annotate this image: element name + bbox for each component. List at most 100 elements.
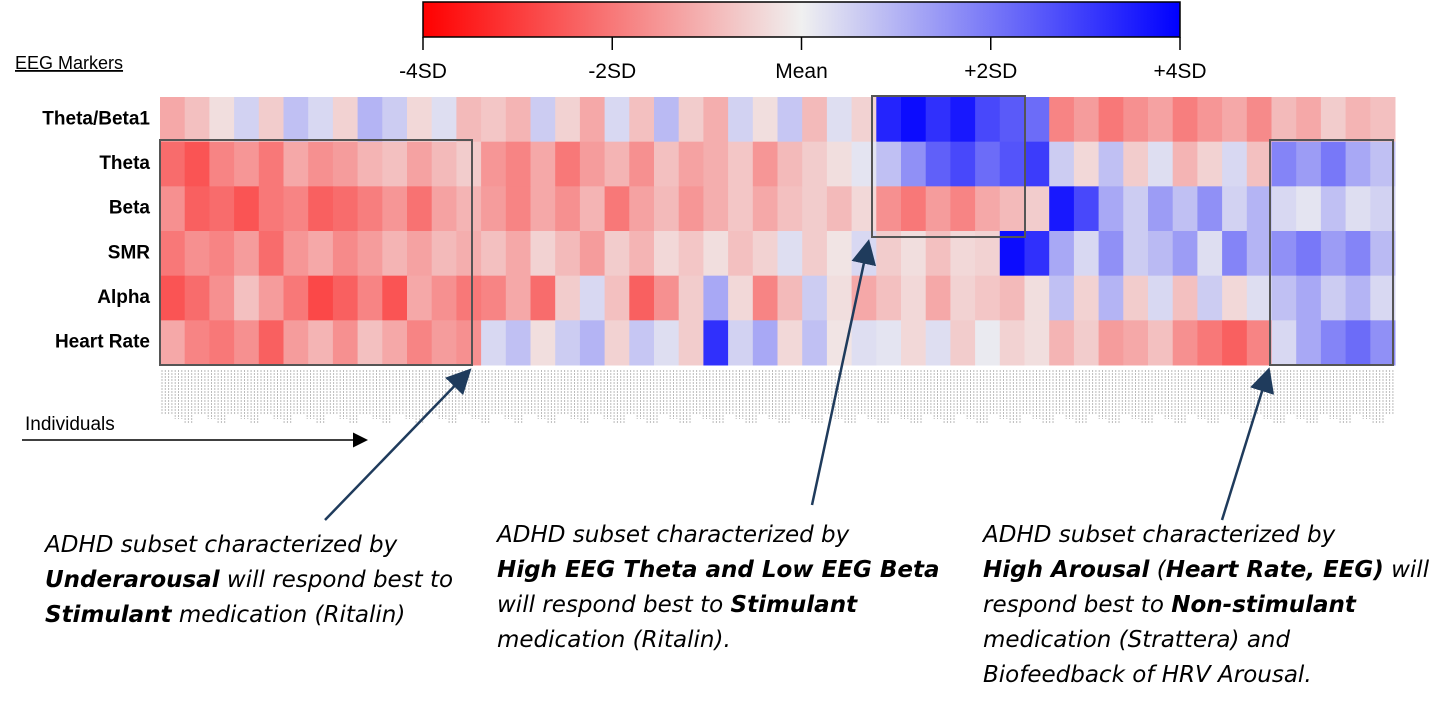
heatmap-cell [703, 97, 729, 143]
heatmap-cell [950, 231, 976, 277]
heatmap-cell [382, 141, 408, 187]
heatmap-cell [826, 186, 853, 232]
heatmap-cell [1049, 320, 1075, 366]
heatmap-cell [654, 186, 680, 232]
heatmap-cell [431, 320, 457, 366]
heatmap-cell [258, 97, 284, 143]
heatmap-cell [382, 275, 408, 321]
heatmap-cell [1370, 231, 1396, 277]
heatmap-cell [901, 186, 927, 232]
heatmap-cell [999, 231, 1025, 277]
heatmap-cell [876, 320, 902, 366]
heatmap-cell [530, 186, 556, 232]
heatmap-cell [308, 320, 334, 366]
heatmap-cell [234, 231, 260, 277]
heatmap-cell [407, 186, 433, 232]
heatmap-cell [728, 141, 754, 187]
heatmap-cell [826, 275, 853, 321]
heatmap-cell [431, 231, 457, 277]
heatmap-cell [1073, 231, 1100, 277]
heatmap-cell [1148, 186, 1174, 232]
heatmap-cell [456, 186, 482, 232]
heatmap-cell [357, 97, 383, 143]
heatmap-cell [160, 141, 186, 187]
heatmap-cell [530, 231, 556, 277]
heatmap-cell [1271, 141, 1297, 187]
heatmap-cell [184, 320, 210, 366]
heatmap-cell [678, 186, 704, 232]
annotation-line: ADHD subset characterized by [497, 518, 940, 553]
heatmap-cell [752, 97, 778, 143]
heatmap-cell [777, 275, 803, 321]
heatmap-cell [357, 275, 383, 321]
heatmap-cell [1296, 231, 1322, 277]
heatmap-cell [950, 141, 976, 187]
heatmap-cell [1222, 141, 1248, 187]
heatmap-cell [308, 97, 334, 143]
heatmap-cell [1049, 97, 1075, 143]
heatmap-cell [604, 141, 630, 187]
annotation: ADHD subset characterized by Underarousal… [45, 528, 453, 633]
heatmap-cell [530, 97, 556, 143]
heatmap-cell [1197, 186, 1223, 232]
annotation-text: medication (Ritalin) [171, 602, 406, 628]
heatmap-cell [1098, 275, 1124, 321]
heatmap-cell [1172, 97, 1198, 143]
heatmap-cell [1148, 97, 1174, 143]
heatmap-cell [209, 231, 235, 277]
heatmap-cell [357, 186, 383, 232]
heatmap-cell [258, 231, 284, 277]
heatmap-cell [728, 186, 754, 232]
heatmap [160, 97, 1396, 366]
heatmap-cell [925, 186, 951, 232]
heatmap-cell [876, 275, 902, 321]
heatmap-cell [332, 320, 359, 366]
heatmap-cell [382, 186, 408, 232]
heatmap-cell [1197, 320, 1223, 366]
heatmap-cell [1197, 141, 1223, 187]
heatmap-cell [1320, 141, 1347, 187]
heatmap-cell [431, 141, 457, 187]
heatmap-cell [851, 320, 877, 366]
heatmap-cell [332, 97, 359, 143]
heatmap-cell [752, 275, 778, 321]
heatmap-cell [1296, 320, 1322, 366]
heatmap-cell [1246, 97, 1272, 143]
heatmap-cell [950, 275, 976, 321]
heatmap-cell [308, 231, 334, 277]
heatmap-cell [160, 275, 186, 321]
heatmap-cell [1148, 320, 1174, 366]
heatmap-cell [1345, 275, 1371, 321]
annotation-line: ADHD subset characterized by [983, 518, 1429, 553]
heatmap-cell [728, 231, 754, 277]
heatmap-cell [1098, 97, 1124, 143]
heatmap-cell [654, 97, 680, 143]
heatmap-cell [629, 141, 655, 187]
heatmap-cell [851, 97, 877, 143]
heatmap-cell [1370, 97, 1396, 143]
heatmap-cell [1073, 97, 1100, 143]
heatmap-cell [160, 231, 186, 277]
annotation-text: respond best to [983, 592, 1172, 618]
annotation-line: High Arousal (Heart Rate, EEG) will [983, 553, 1429, 588]
heatmap-cell [629, 275, 655, 321]
heatmap-cell [950, 97, 976, 143]
heatmap-cell [678, 320, 704, 366]
heatmap-cell [654, 231, 680, 277]
heatmap-cell [1271, 231, 1297, 277]
heatmap-cell [1049, 275, 1075, 321]
heatmap-cell [1197, 275, 1223, 321]
heatmap-cell [629, 97, 655, 143]
heatmap-cell [283, 186, 309, 232]
heatmap-cell [901, 231, 927, 277]
heatmap-cell [678, 275, 704, 321]
heatmap-cell [703, 141, 729, 187]
heatmap-cell [1271, 186, 1297, 232]
heatmap-cell [481, 186, 507, 232]
heatmap-cell [925, 141, 951, 187]
heatmap-cell [456, 320, 482, 366]
annotation-text: Stimulant [45, 602, 172, 628]
heatmap-cell [431, 97, 457, 143]
heatmap-cell [481, 141, 507, 187]
